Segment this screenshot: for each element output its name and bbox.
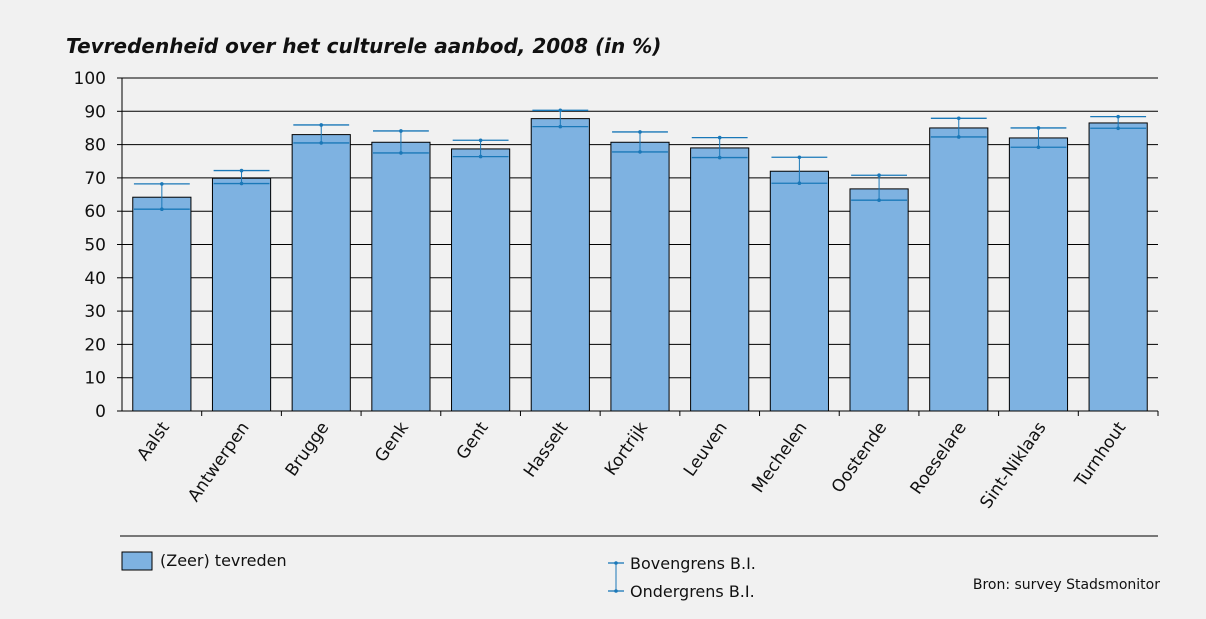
legend-ci-upper-marker bbox=[614, 561, 618, 565]
chart-title: Tevredenheid over het culturele aanbod, … bbox=[66, 34, 662, 58]
ci-upper-marker bbox=[160, 182, 164, 186]
axes bbox=[117, 77, 1159, 416]
ci-lower-marker bbox=[239, 181, 244, 186]
ci-upper-marker bbox=[797, 155, 802, 160]
x-tick-label: Kortrijk bbox=[601, 418, 652, 479]
y-tick-label: 10 bbox=[84, 369, 106, 389]
x-tick-labels: Aalst Antwerpen Brugge Genk Gent Hasselt Kortr… bbox=[133, 418, 1130, 512]
bars bbox=[132, 118, 1148, 412]
bar bbox=[610, 141, 670, 412]
ci-lower-marker bbox=[399, 151, 403, 155]
ci-lower-marker bbox=[160, 207, 164, 212]
x-tick-label: Turnhout bbox=[1070, 418, 1130, 492]
y-tick-label: 30 bbox=[84, 302, 106, 322]
ci-lower-marker bbox=[717, 155, 722, 160]
ci-lower-marker bbox=[558, 124, 563, 129]
x-tick-label: Gent bbox=[453, 418, 493, 463]
legend-label-lower: Ondergrens B.I. bbox=[630, 582, 755, 601]
ci-lower-marker bbox=[1116, 126, 1120, 131]
legend-ci-lower-marker bbox=[614, 589, 618, 593]
bar bbox=[211, 177, 272, 412]
ci-upper-marker bbox=[239, 168, 244, 173]
confidence-intervals bbox=[133, 108, 1147, 212]
legend bbox=[120, 535, 1158, 593]
ci-upper-marker bbox=[319, 123, 324, 127]
y-tick-label: 40 bbox=[84, 269, 106, 289]
y-tick-label: 90 bbox=[84, 102, 106, 122]
y-tick-labels: 0 10 20 30 40 50 60 70 80 90 100 bbox=[74, 69, 106, 422]
bar bbox=[451, 148, 511, 412]
legend-swatch-bar bbox=[121, 551, 153, 571]
y-tick-label: 60 bbox=[84, 202, 106, 222]
y-tick-label: 80 bbox=[84, 136, 106, 156]
bar bbox=[1008, 137, 1069, 412]
ci-lower-marker bbox=[319, 141, 324, 145]
source-note: Bron: survey Stadsmonitor bbox=[972, 577, 1160, 593]
bar bbox=[929, 127, 989, 412]
ci-upper-marker bbox=[1036, 126, 1041, 130]
y-tick-label: 70 bbox=[84, 169, 106, 189]
x-tick-label: Brugge bbox=[282, 418, 334, 480]
ci-upper-marker bbox=[558, 108, 563, 113]
x-tick-label: Genk bbox=[371, 418, 413, 466]
ci-upper-marker bbox=[1116, 114, 1120, 119]
ci-upper-marker bbox=[638, 130, 642, 134]
x-tick-label: Oostende bbox=[828, 418, 891, 496]
y-tick-label: 100 bbox=[74, 69, 106, 89]
ci-lower-marker bbox=[877, 198, 881, 203]
ci-upper-marker bbox=[717, 135, 722, 140]
bar bbox=[690, 147, 750, 412]
x-tick-label: Leuven bbox=[680, 418, 732, 480]
ci-upper-marker bbox=[478, 138, 483, 143]
bar bbox=[1088, 122, 1148, 412]
ci-lower-marker bbox=[797, 181, 802, 186]
bar bbox=[769, 170, 829, 412]
ci-lower-marker bbox=[956, 135, 961, 139]
y-tick-label: 50 bbox=[84, 236, 106, 256]
bar bbox=[530, 118, 590, 412]
ci-lower-marker bbox=[478, 154, 483, 159]
x-tick-label: Mechelen bbox=[748, 418, 811, 496]
ci-upper-marker bbox=[399, 129, 403, 133]
legend-label-bar: (Zeer) tevreden bbox=[160, 551, 287, 570]
ci-upper-marker bbox=[956, 116, 961, 121]
y-tick-label: 20 bbox=[84, 335, 106, 355]
x-tick-label: Antwerpen bbox=[184, 418, 253, 505]
legend-label-upper: Bovengrens B.I. bbox=[630, 554, 756, 573]
bar bbox=[132, 196, 192, 412]
x-tick-label: Roeselare bbox=[907, 418, 971, 498]
ci-lower-marker bbox=[638, 150, 642, 154]
x-tick-label: Sint-Niklaas bbox=[976, 418, 1050, 512]
ci-upper-marker bbox=[877, 173, 881, 178]
bar bbox=[291, 134, 351, 412]
y-tick-label: 0 bbox=[95, 402, 106, 422]
ci-lower-marker bbox=[1036, 145, 1041, 150]
bar bbox=[371, 141, 431, 412]
legend-ci-symbol bbox=[608, 561, 624, 593]
x-tick-label: Aalst bbox=[133, 418, 174, 464]
x-tick-label: Hasselt bbox=[520, 418, 573, 481]
bar bbox=[849, 188, 909, 412]
